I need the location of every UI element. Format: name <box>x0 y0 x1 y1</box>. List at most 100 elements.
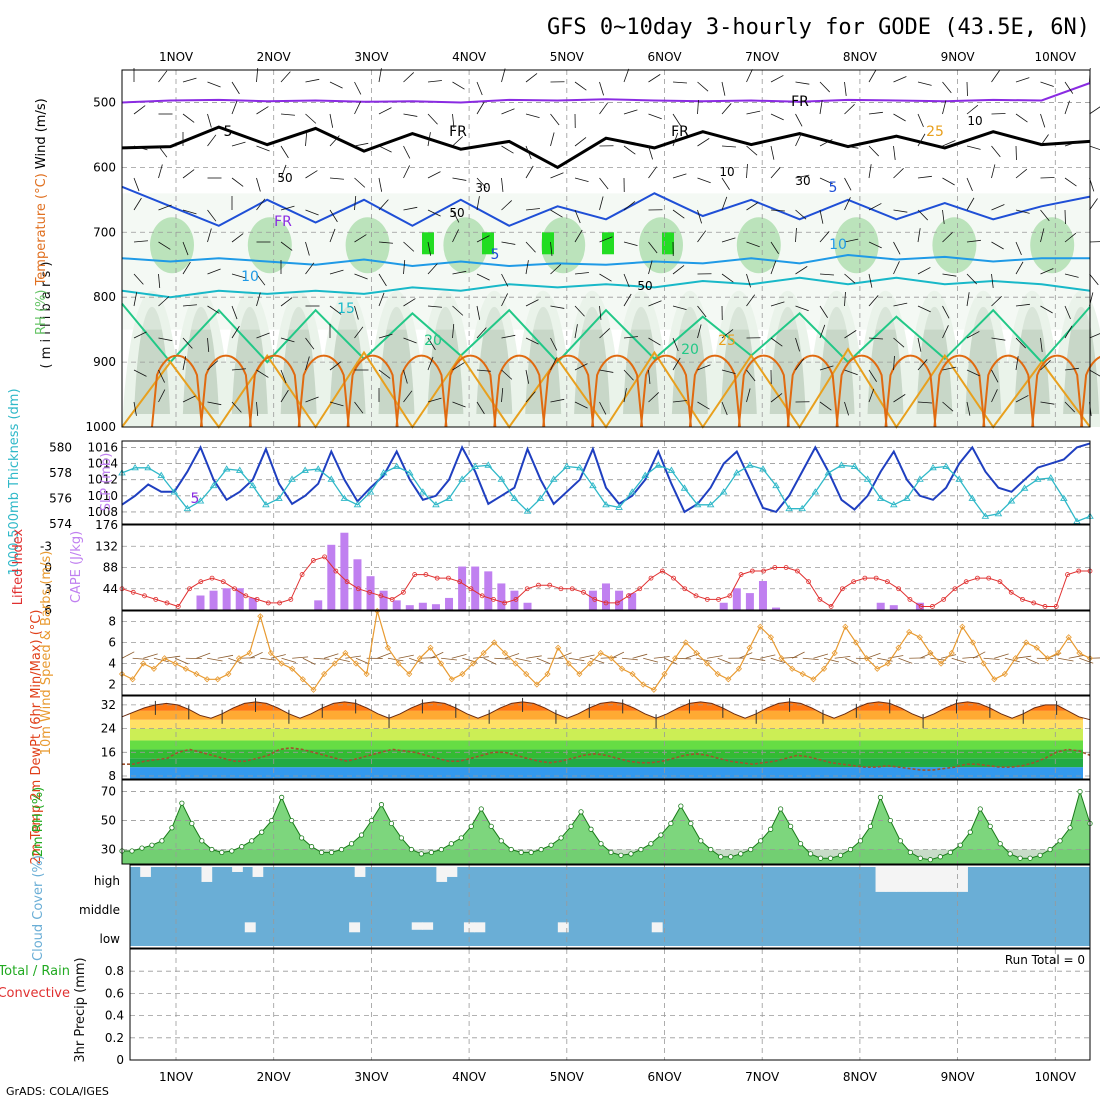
cloud-gap <box>349 922 361 933</box>
wind-barb <box>844 273 856 284</box>
wind-speed-marker <box>938 660 945 667</box>
wind-barb <box>378 68 382 83</box>
isotherm-30-line <box>835 354 888 428</box>
wind-barb <box>1040 268 1054 275</box>
ylabel-precip: 3hr Precip (mm) <box>73 957 88 1062</box>
cloud-gap <box>422 922 434 930</box>
xtick-top-0: 1NOV <box>159 50 194 64</box>
wind-barb <box>231 305 238 320</box>
rh-2m-marker <box>438 846 444 853</box>
wind-barb <box>133 105 146 115</box>
wind-barb-10m <box>770 657 786 664</box>
wind-barb <box>721 329 734 339</box>
wind-speed-marker <box>299 676 306 683</box>
wind-barb <box>966 369 980 377</box>
wind-barb <box>231 141 246 147</box>
axes-layer <box>121 69 1091 1061</box>
cloud-level-middle: middle <box>79 903 120 917</box>
wind-barb-10m <box>207 657 223 662</box>
wind-barb <box>501 334 516 339</box>
wind-barb <box>158 296 170 307</box>
wind-barb <box>525 113 540 119</box>
thickness-marker <box>759 465 767 472</box>
thickness-marker <box>876 494 885 501</box>
lifted-index-marker <box>446 575 451 581</box>
wind-barb <box>795 358 805 371</box>
cloud-level-low: low <box>100 932 121 946</box>
cloud-gap <box>947 867 958 892</box>
lifted-index-marker <box>907 596 913 602</box>
isotherm-30-line <box>640 354 692 428</box>
wind-barb <box>354 305 359 320</box>
wind-barb <box>231 273 246 279</box>
contour-label: 20 <box>424 333 442 349</box>
cape-bar <box>248 597 257 610</box>
wind-speed-marker <box>778 655 785 662</box>
ytick-pr-1: 0.2 <box>105 1031 124 1045</box>
wind-barb-10m <box>717 657 732 664</box>
wind-speed-marker <box>884 660 891 667</box>
wind-barb <box>452 305 464 316</box>
rh-2m-marker <box>229 848 235 854</box>
lifted-index-marker <box>930 604 935 609</box>
wind-barb <box>672 209 685 219</box>
wind-barb <box>231 325 240 339</box>
wind-barb <box>280 164 287 179</box>
wind-barb <box>795 133 802 147</box>
wind-barb <box>868 295 879 307</box>
xtick-top-8: 9NOV <box>941 50 976 64</box>
rh-humid-area <box>525 306 562 415</box>
wind-barb <box>427 305 442 308</box>
rh-2m-marker <box>947 849 953 856</box>
ylabel-wind: 10m Wind Speed & Barbs (m/s) <box>39 551 54 756</box>
wind-barb <box>501 177 504 192</box>
wind-barb <box>329 228 336 243</box>
rh-2m-marker <box>378 802 385 808</box>
wind-barb <box>819 273 834 276</box>
wind-barb-10m <box>196 652 211 659</box>
wind-barb <box>158 145 168 158</box>
wind-barb <box>452 136 464 147</box>
wind-barb <box>354 401 364 414</box>
wind-barb <box>378 145 392 153</box>
rh-2m-marker <box>957 842 963 848</box>
wind-barb <box>378 199 389 211</box>
thickness-marker <box>693 500 702 508</box>
wind-barb <box>574 324 578 339</box>
cape-bar <box>235 588 244 610</box>
ytick-ua-3: 800 <box>93 290 116 304</box>
wind-barb <box>917 228 921 243</box>
wind-barb <box>991 337 1006 341</box>
rh-2m-marker <box>1047 846 1053 853</box>
wind-barb <box>868 111 883 115</box>
rh-2m-marker <box>977 806 983 812</box>
lifted-index-marker <box>513 596 519 602</box>
wind-barb <box>256 198 266 211</box>
ylabel-t2: 2m Temp 2m DewPt (6hr Min/Max) (°C) <box>29 610 44 865</box>
wind-barb <box>133 401 137 416</box>
rh-2m-marker <box>1037 852 1043 858</box>
thickness-marker <box>576 463 584 471</box>
isotherm-30-line <box>933 354 986 428</box>
lifted-index-marker <box>491 596 496 602</box>
wind-barb <box>476 81 483 96</box>
wind-barb <box>746 273 751 288</box>
temp-color-band <box>130 710 1083 720</box>
wind-speed-marker <box>980 660 987 667</box>
wind-barb <box>599 369 614 373</box>
run-total: Run Total = 0 <box>1005 953 1085 967</box>
wind-barb <box>403 369 408 384</box>
ylabel-ua-part: RH (%) <box>34 285 49 335</box>
wind-speed-marker <box>427 644 434 651</box>
wind-barb <box>207 81 221 88</box>
wind-barb <box>354 273 368 280</box>
lifted-index-marker <box>232 586 237 592</box>
wind-barb <box>158 337 173 342</box>
wind-barb <box>305 337 315 350</box>
rh-2m-marker <box>299 835 305 841</box>
wind-speed-marker <box>1001 670 1008 678</box>
wind-speed-marker <box>991 676 998 683</box>
ylabel-li: Lifted Index <box>11 528 26 605</box>
wind-barb <box>354 101 361 115</box>
wind-barb <box>819 305 828 318</box>
